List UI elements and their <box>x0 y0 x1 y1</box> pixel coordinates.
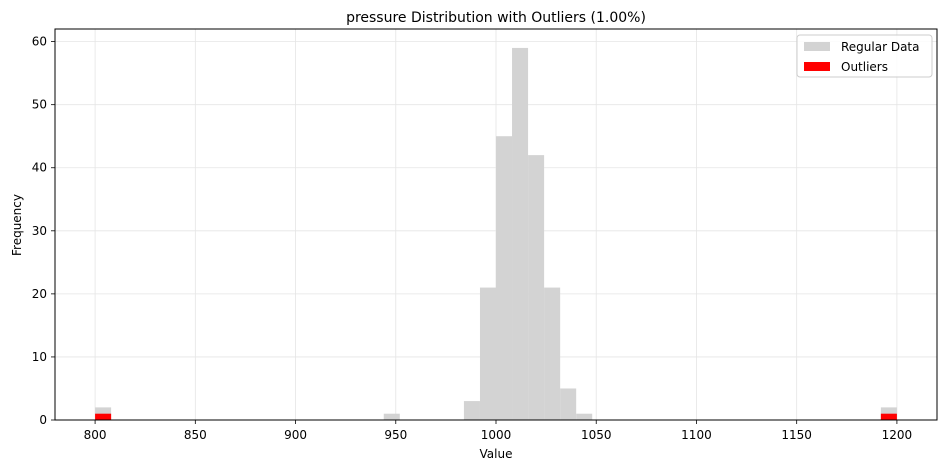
regular-data-bar <box>528 155 545 420</box>
x-axis-label: Value <box>480 447 513 461</box>
legend-box <box>796 34 933 78</box>
y-tick-label: 20 <box>32 287 47 301</box>
regular-data-bar <box>512 47 529 421</box>
outliers-bar <box>95 413 112 420</box>
y-axis-label: Frequency <box>10 194 24 256</box>
legend: Regular Data Outliers <box>796 34 933 78</box>
x-tick-label: 800 <box>84 428 107 442</box>
chart-title: pressure Distribution with Outliers (1.0… <box>346 10 646 26</box>
regular-data-bar <box>496 136 513 421</box>
outliers-bar <box>880 413 897 420</box>
legend-label-outliers: Outliers <box>841 60 888 74</box>
y-tick-label: 50 <box>32 98 47 112</box>
y-tick-label: 40 <box>32 161 47 175</box>
regular-data-bar <box>383 413 400 420</box>
y-tick-label: 60 <box>32 35 47 49</box>
y-tick-label: 0 <box>39 413 47 427</box>
x-tick-label: 950 <box>384 428 407 442</box>
histogram-bars <box>95 47 897 421</box>
x-tick-label: 850 <box>184 428 207 442</box>
x-tick-label: 900 <box>284 428 307 442</box>
x-axis-ticks: 800 850 900 950 1000 1050 1100 1150 1200 <box>84 420 913 442</box>
x-tick-label: 1000 <box>481 428 512 442</box>
y-tick-label: 10 <box>32 350 47 364</box>
x-tick-label: 1200 <box>882 428 913 442</box>
regular-data-bar <box>576 413 593 420</box>
regular-data-bar <box>544 287 561 420</box>
x-tick-label: 1100 <box>681 428 712 442</box>
regular-data-bar <box>463 401 480 420</box>
legend-swatch-regular-data <box>804 42 830 51</box>
y-axis-ticks: 0 10 20 30 40 50 60 <box>32 35 55 427</box>
regular-data-bar <box>479 287 496 420</box>
x-tick-label: 1150 <box>781 428 812 442</box>
legend-label-regular-data: Regular Data <box>841 40 920 54</box>
legend-swatch-outliers <box>804 62 830 71</box>
regular-data-bar <box>560 388 577 420</box>
x-tick-label: 1050 <box>581 428 612 442</box>
y-tick-label: 30 <box>32 224 47 238</box>
